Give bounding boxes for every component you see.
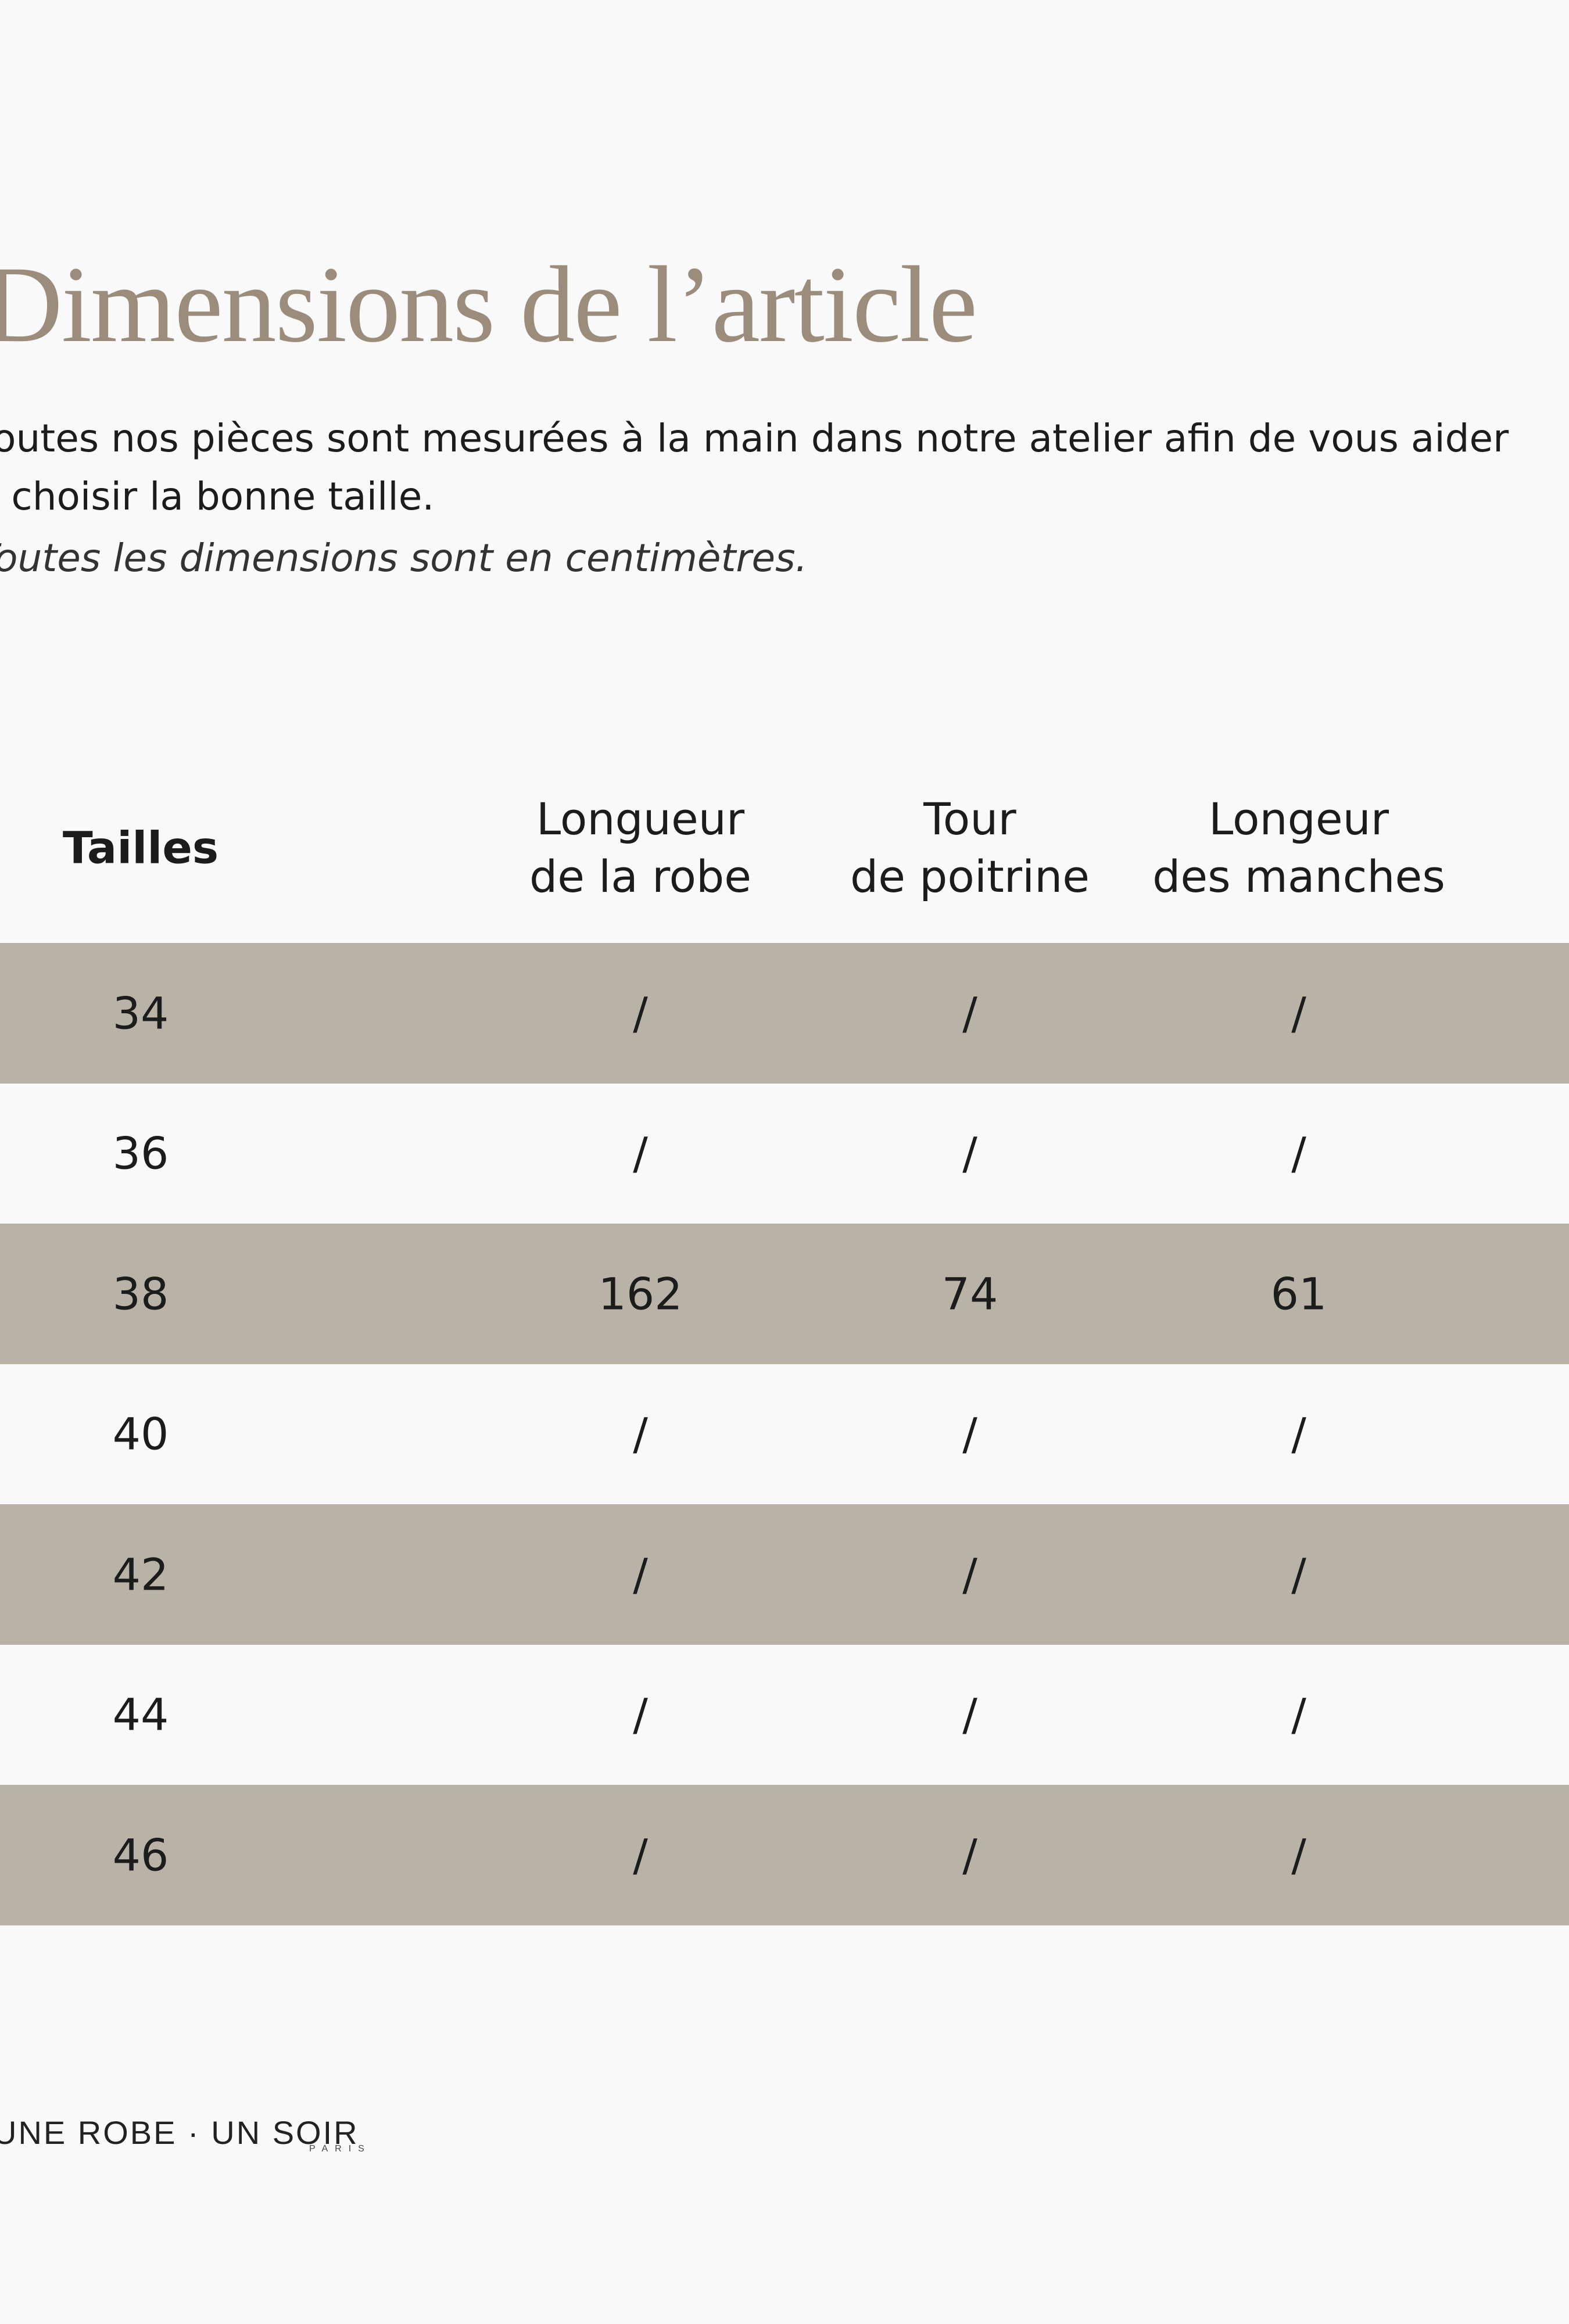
column-header: Longeur des manches — [1152, 791, 1445, 906]
table-cell: / — [1291, 1408, 1306, 1460]
table-cell: / — [633, 1127, 648, 1179]
table-cell: 36 — [112, 1127, 169, 1179]
table-cell: 34 — [112, 987, 169, 1039]
table-cell: 61 — [1270, 1268, 1327, 1320]
table-cell: 46 — [112, 1829, 169, 1881]
header-line: Longueur — [536, 793, 745, 845]
table-cell: / — [1291, 1688, 1306, 1741]
header-line: des manches — [1152, 851, 1445, 902]
table-row: 44 / / / — [0, 1645, 1569, 1785]
table-cell: / — [1291, 1829, 1306, 1881]
table-cell: 44 — [112, 1688, 169, 1741]
header-line: Tour — [923, 793, 1016, 845]
table-row: 42 / / / — [0, 1504, 1569, 1645]
table-cell: 162 — [598, 1268, 683, 1320]
table-cell: / — [633, 1829, 648, 1881]
table-cell: / — [1291, 1127, 1306, 1179]
table-row: 38 162 74 61 — [0, 1224, 1569, 1364]
brand-city: PARIS — [309, 2144, 371, 2154]
intro-line: Toutes nos pièces sont mesurées à la mai… — [0, 416, 1509, 461]
column-header: Tour de poitrine — [850, 791, 1090, 906]
table-row: 40 / / / — [0, 1364, 1569, 1505]
table-cell: / — [633, 1688, 648, 1741]
table-cell: 40 — [112, 1408, 169, 1460]
table-cell: 74 — [941, 1268, 998, 1320]
table-cell: / — [633, 1408, 648, 1460]
intro-line: à choisir la bonne taille. — [0, 474, 435, 519]
header-line: de poitrine — [850, 851, 1090, 902]
page-title: Dimensions de l’article — [0, 243, 977, 365]
column-header: Tailles — [63, 820, 218, 877]
header-line: Longeur — [1208, 793, 1389, 845]
note: Toutes les dimensions sont en centimètre… — [0, 536, 808, 580]
table-row: 34 / / / — [0, 943, 1569, 1084]
table-cell: / — [962, 1688, 977, 1741]
column-header: Longueur de la robe — [529, 791, 751, 906]
header-line: de la robe — [529, 851, 752, 902]
table-cell: / — [633, 987, 648, 1039]
brand: UNE ROBE · UN SOIR — [0, 2114, 359, 2151]
table-row: 46 / / / — [0, 1785, 1569, 1925]
table-cell: / — [962, 1127, 977, 1179]
table-cell: / — [633, 1548, 648, 1601]
table-cell: / — [962, 1408, 977, 1460]
table-cell: / — [1291, 1548, 1306, 1601]
table-cell: / — [962, 987, 977, 1039]
table-cell: 38 — [112, 1268, 169, 1320]
table-cell: / — [962, 1829, 977, 1881]
table-row: 36 / / / — [0, 1084, 1569, 1224]
table-cell: / — [962, 1548, 977, 1601]
header-line: Tailles — [62, 822, 219, 874]
table-cell: / — [1291, 987, 1306, 1039]
table-cell: 42 — [112, 1548, 169, 1601]
